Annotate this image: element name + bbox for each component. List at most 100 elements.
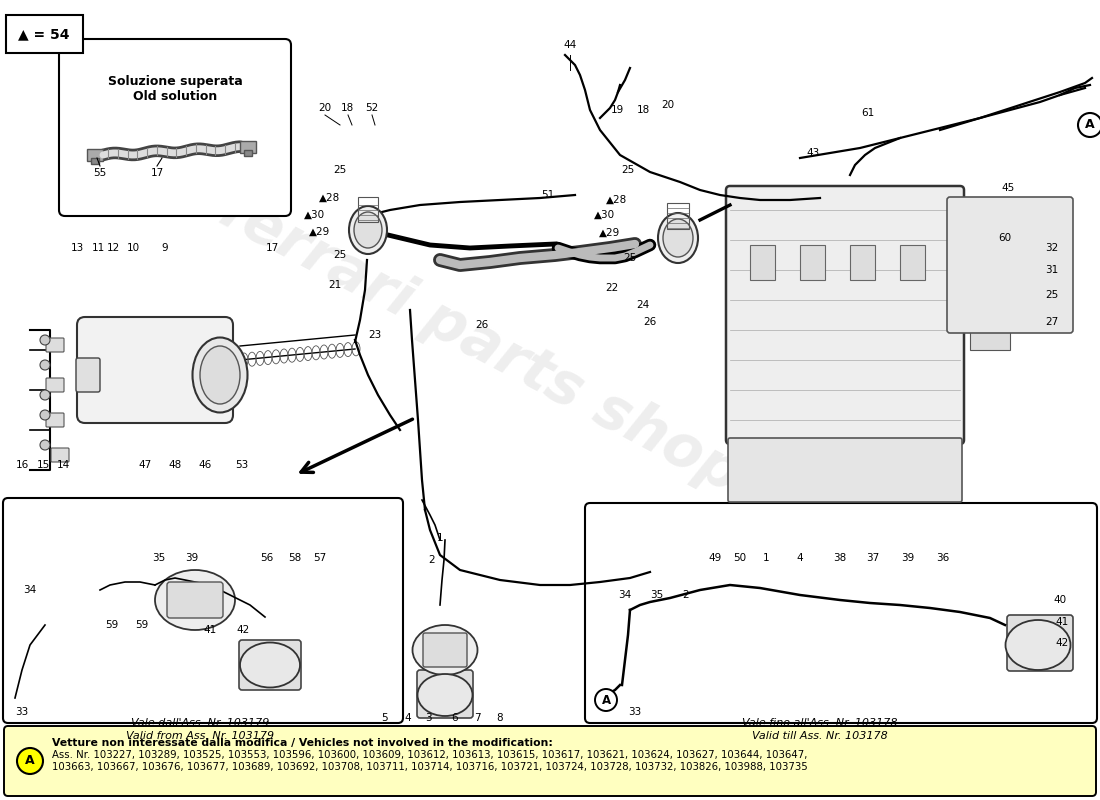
- Bar: [87, 149, 103, 161]
- Text: 5: 5: [382, 713, 388, 723]
- Bar: [970, 290, 1010, 315]
- Bar: [240, 142, 256, 154]
- Ellipse shape: [192, 338, 248, 413]
- Text: A: A: [602, 694, 610, 706]
- Circle shape: [40, 335, 49, 345]
- Text: 34: 34: [618, 590, 631, 600]
- Text: 25: 25: [333, 165, 346, 175]
- Text: 42: 42: [236, 625, 250, 635]
- FancyBboxPatch shape: [51, 448, 69, 462]
- Ellipse shape: [200, 346, 240, 404]
- Text: 46: 46: [198, 460, 211, 470]
- Text: 3: 3: [425, 713, 431, 723]
- Text: 2: 2: [683, 590, 690, 600]
- Text: 7: 7: [474, 713, 481, 723]
- Text: 8: 8: [497, 713, 504, 723]
- Bar: [750, 245, 776, 280]
- Text: 61: 61: [861, 108, 875, 118]
- Circle shape: [40, 360, 49, 370]
- Ellipse shape: [658, 213, 698, 263]
- Text: 40: 40: [1054, 595, 1067, 605]
- Text: ▲29: ▲29: [309, 227, 331, 237]
- FancyBboxPatch shape: [4, 726, 1096, 796]
- Text: 55: 55: [94, 168, 107, 178]
- Circle shape: [40, 390, 49, 400]
- Text: 26: 26: [644, 317, 657, 327]
- Text: A: A: [25, 754, 35, 767]
- Text: ▲28: ▲28: [606, 195, 628, 205]
- Text: 50: 50: [734, 553, 747, 563]
- Bar: [850, 245, 875, 280]
- FancyBboxPatch shape: [947, 197, 1072, 333]
- Text: 42: 42: [1055, 638, 1068, 648]
- Text: Vetture non interessate dalla modifica / Vehicles not involved in the modificati: Vetture non interessate dalla modifica /…: [52, 738, 553, 748]
- Ellipse shape: [354, 212, 382, 248]
- FancyBboxPatch shape: [46, 378, 64, 392]
- Text: 60: 60: [999, 233, 1012, 243]
- FancyBboxPatch shape: [46, 338, 64, 352]
- Text: 59: 59: [106, 620, 119, 630]
- Bar: [900, 245, 925, 280]
- Ellipse shape: [412, 625, 477, 675]
- Text: 34: 34: [23, 585, 36, 595]
- Text: 20: 20: [661, 100, 674, 110]
- Text: 25: 25: [624, 253, 637, 263]
- FancyBboxPatch shape: [77, 317, 233, 423]
- Text: 4: 4: [796, 553, 803, 563]
- Text: 103663, 103667, 103676, 103677, 103689, 103692, 103708, 103711, 103714, 103716, : 103663, 103667, 103676, 103677, 103689, …: [52, 762, 807, 772]
- Text: A: A: [1086, 118, 1094, 131]
- Text: 17: 17: [151, 168, 164, 178]
- Text: 21: 21: [329, 280, 342, 290]
- Text: 6: 6: [452, 713, 459, 723]
- Bar: [667, 203, 689, 229]
- Text: 15: 15: [36, 460, 50, 470]
- FancyBboxPatch shape: [59, 39, 292, 216]
- Text: 35: 35: [650, 590, 663, 600]
- FancyBboxPatch shape: [424, 633, 468, 667]
- Text: 56: 56: [261, 553, 274, 563]
- Text: 33: 33: [15, 707, 29, 717]
- Text: 39: 39: [901, 553, 914, 563]
- FancyBboxPatch shape: [239, 640, 301, 690]
- Text: 33: 33: [628, 707, 641, 717]
- Circle shape: [595, 689, 617, 711]
- Text: 58: 58: [288, 553, 301, 563]
- FancyBboxPatch shape: [585, 503, 1097, 723]
- Text: 31: 31: [1045, 265, 1058, 275]
- Text: 36: 36: [936, 553, 949, 563]
- Ellipse shape: [240, 642, 300, 687]
- Bar: [358, 197, 378, 222]
- Ellipse shape: [155, 570, 235, 630]
- Text: 47: 47: [139, 460, 152, 470]
- Text: ▲28: ▲28: [319, 193, 341, 203]
- Text: 41: 41: [1055, 617, 1068, 627]
- Ellipse shape: [418, 674, 473, 716]
- Text: 48: 48: [168, 460, 182, 470]
- Text: 13: 13: [70, 243, 84, 253]
- FancyBboxPatch shape: [417, 670, 473, 718]
- FancyBboxPatch shape: [46, 413, 64, 427]
- Text: 25: 25: [1045, 290, 1058, 300]
- Text: 39: 39: [186, 553, 199, 563]
- Text: 23: 23: [368, 330, 382, 340]
- Text: ▲30: ▲30: [594, 210, 616, 220]
- Text: 26: 26: [475, 320, 488, 330]
- Text: Soluzione superata
Old solution: Soluzione superata Old solution: [108, 75, 242, 103]
- Text: 45: 45: [1001, 183, 1014, 193]
- Text: ▲ = 54: ▲ = 54: [19, 27, 69, 41]
- FancyBboxPatch shape: [3, 498, 403, 723]
- Circle shape: [1078, 113, 1100, 137]
- Text: 43: 43: [806, 148, 820, 158]
- Text: 18: 18: [637, 105, 650, 115]
- Text: 4: 4: [405, 713, 411, 723]
- Text: Ass. Nr. 103227, 103289, 103525, 103553, 103596, 103600, 103609, 103612, 103613,: Ass. Nr. 103227, 103289, 103525, 103553,…: [52, 750, 807, 760]
- Text: 35: 35: [153, 553, 166, 563]
- Bar: [970, 255, 1010, 280]
- Text: 24: 24: [637, 300, 650, 310]
- Text: 41: 41: [204, 625, 217, 635]
- Text: 38: 38: [834, 553, 847, 563]
- Circle shape: [40, 410, 49, 420]
- Text: 2: 2: [429, 555, 436, 565]
- Text: 32: 32: [1045, 243, 1058, 253]
- Bar: [91, 158, 99, 164]
